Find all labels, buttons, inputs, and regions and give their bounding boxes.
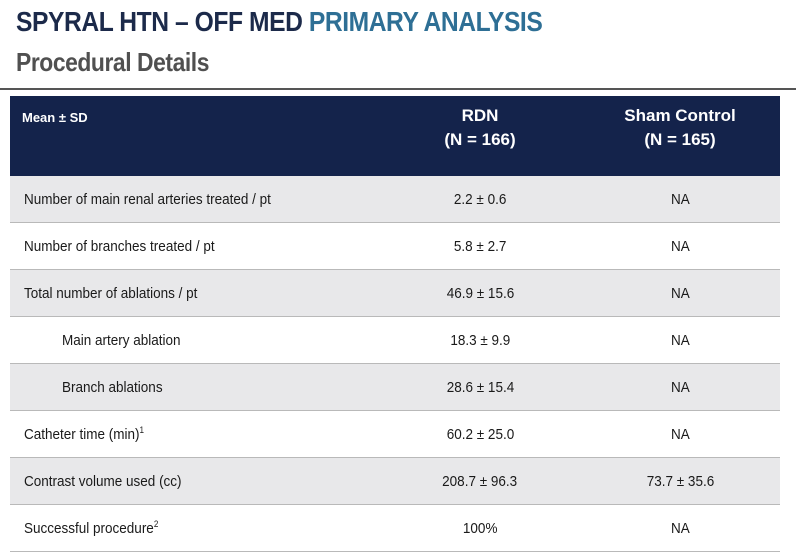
table-row: Total number of ablations / pt 46.9 ± 15… <box>10 269 780 317</box>
table-row: Number of branches treated / pt 5.8 ± 2.… <box>10 222 780 270</box>
sham-value: NA <box>670 378 690 396</box>
row-label: Number of main renal arteries treated / … <box>24 190 271 208</box>
procedural-details-table: Mean ± SD RDN (N = 166) Sham Control (N … <box>10 96 780 552</box>
column-header-label: Mean ± SD <box>10 96 380 176</box>
footnote-marker: 1 <box>139 424 145 435</box>
sham-value: NA <box>670 237 690 255</box>
sham-value-cell: NA <box>580 504 780 552</box>
rdn-value-cell: 18.3 ± 9.9 <box>380 316 580 364</box>
row-label-cell: Catheter time (min)1 <box>10 410 380 458</box>
sham-value: NA <box>670 190 690 208</box>
row-label-cell: Contrast volume used (cc) <box>10 457 380 505</box>
table-row: Contrast volume used (cc) 208.7 ± 96.3 7… <box>10 457 780 505</box>
table-row: Branch ablations 28.6 ± 15.4 NA <box>10 363 780 411</box>
slide-title: SPYRAL HTN – OFF MED PRIMARY ANALYSIS <box>16 6 543 38</box>
sham-value-cell: NA <box>580 176 780 223</box>
sham-value: NA <box>670 519 690 537</box>
sham-value: NA <box>670 425 690 443</box>
column-header-sham: Sham Control (N = 165) <box>580 96 780 176</box>
rdn-value-cell: 208.7 ± 96.3 <box>380 457 580 505</box>
sham-value-cell: NA <box>580 269 780 317</box>
slide-title-main: SPYRAL HTN – OFF MED <box>16 6 303 37</box>
row-label-cell: Successful procedure2 <box>10 504 380 552</box>
rdn-value-cell: 60.2 ± 25.0 <box>380 410 580 458</box>
rdn-value-cell: 2.2 ± 0.6 <box>380 176 580 223</box>
row-label: Number of branches treated / pt <box>24 237 215 255</box>
column-header-rdn-n: (N = 166) <box>444 130 516 149</box>
sham-value-cell: 73.7 ± 35.6 <box>580 457 780 505</box>
sham-value: 73.7 ± 35.6 <box>646 472 714 490</box>
rdn-value: 2.2 ± 0.6 <box>453 190 507 208</box>
title-divider <box>0 88 796 90</box>
column-header-sham-n: (N = 165) <box>644 130 716 149</box>
row-label: Successful procedure <box>24 519 154 537</box>
row-label-cell: Number of branches treated / pt <box>10 222 380 270</box>
column-header-rdn: RDN (N = 166) <box>380 96 580 176</box>
row-label-cell: Total number of ablations / pt <box>10 269 380 317</box>
rdn-value-cell: 46.9 ± 15.6 <box>380 269 580 317</box>
rdn-value: 28.6 ± 15.4 <box>446 378 514 396</box>
sham-value-cell: NA <box>580 222 780 270</box>
column-header-sham-name: Sham Control <box>624 106 736 125</box>
rdn-value-cell: 100% <box>380 504 580 552</box>
rdn-value: 60.2 ± 25.0 <box>446 425 514 443</box>
row-label: Contrast volume used (cc) <box>24 472 182 490</box>
sham-value-cell: NA <box>580 410 780 458</box>
rdn-value: 208.7 ± 96.3 <box>442 472 518 490</box>
sham-value: NA <box>670 284 690 302</box>
column-header-label-text: Mean ± SD <box>22 110 88 125</box>
sham-value-cell: NA <box>580 316 780 364</box>
table-header-row: Mean ± SD RDN (N = 166) Sham Control (N … <box>10 96 780 176</box>
slide-subtitle: Procedural Details <box>16 47 209 77</box>
row-label: Main artery ablation <box>62 331 181 349</box>
row-label-cell: Number of main renal arteries treated / … <box>10 176 380 223</box>
rdn-value-cell: 5.8 ± 2.7 <box>380 222 580 270</box>
footnote-marker: 2 <box>153 518 159 529</box>
row-label: Catheter time (min) <box>24 425 140 443</box>
row-label: Branch ablations <box>62 378 163 396</box>
rdn-value: 46.9 ± 15.6 <box>446 284 514 302</box>
table-row: Catheter time (min)1 60.2 ± 25.0 NA <box>10 410 780 458</box>
row-label-cell: Branch ablations <box>10 363 380 411</box>
table-row: Main artery ablation 18.3 ± 9.9 NA <box>10 316 780 364</box>
row-label-cell: Main artery ablation <box>10 316 380 364</box>
rdn-value: 18.3 ± 9.9 <box>450 331 510 349</box>
slide-title-accent: PRIMARY ANALYSIS <box>308 6 543 37</box>
sham-value-cell: NA <box>580 363 780 411</box>
rdn-value: 5.8 ± 2.7 <box>453 237 507 255</box>
table-row: Number of main renal arteries treated / … <box>10 176 780 223</box>
row-label: Total number of ablations / pt <box>24 284 198 302</box>
rdn-value-cell: 28.6 ± 15.4 <box>380 363 580 411</box>
sham-value: NA <box>670 331 690 349</box>
column-header-rdn-name: RDN <box>461 106 499 125</box>
table-row: Successful procedure2 100% NA <box>10 504 780 552</box>
rdn-value: 100% <box>462 519 498 537</box>
